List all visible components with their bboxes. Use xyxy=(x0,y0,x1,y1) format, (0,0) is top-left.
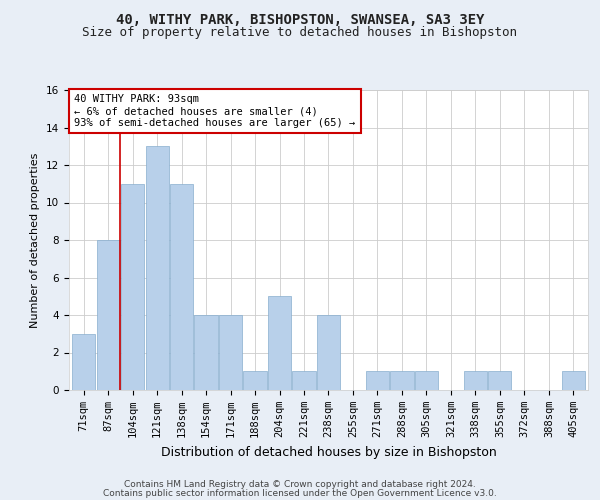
Text: 40, WITHY PARK, BISHOPSTON, SWANSEA, SA3 3EY: 40, WITHY PARK, BISHOPSTON, SWANSEA, SA3… xyxy=(116,12,484,26)
Bar xyxy=(415,371,438,390)
Bar xyxy=(292,371,316,390)
Bar xyxy=(317,315,340,390)
Bar xyxy=(97,240,120,390)
Bar xyxy=(488,371,511,390)
Text: 40 WITHY PARK: 93sqm
← 6% of detached houses are smaller (4)
93% of semi-detache: 40 WITHY PARK: 93sqm ← 6% of detached ho… xyxy=(74,94,355,128)
X-axis label: Distribution of detached houses by size in Bishopston: Distribution of detached houses by size … xyxy=(161,446,496,458)
Bar xyxy=(146,146,169,390)
Bar xyxy=(170,184,193,390)
Text: Size of property relative to detached houses in Bishopston: Size of property relative to detached ho… xyxy=(83,26,517,39)
Text: Contains HM Land Registry data © Crown copyright and database right 2024.: Contains HM Land Registry data © Crown c… xyxy=(124,480,476,489)
Y-axis label: Number of detached properties: Number of detached properties xyxy=(31,152,40,328)
Bar xyxy=(72,334,95,390)
Bar xyxy=(244,371,266,390)
Bar xyxy=(562,371,585,390)
Bar xyxy=(366,371,389,390)
Bar xyxy=(219,315,242,390)
Bar xyxy=(464,371,487,390)
Bar xyxy=(194,315,218,390)
Bar xyxy=(121,184,144,390)
Text: Contains public sector information licensed under the Open Government Licence v3: Contains public sector information licen… xyxy=(103,489,497,498)
Bar xyxy=(391,371,413,390)
Bar xyxy=(268,296,291,390)
